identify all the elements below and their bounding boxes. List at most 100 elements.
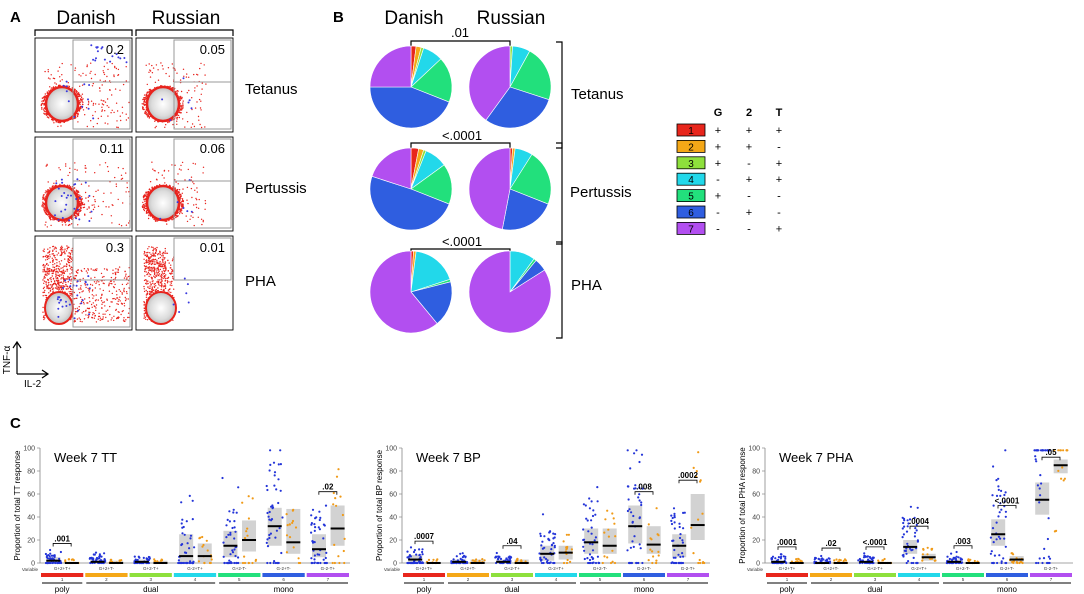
point-danish: [906, 525, 909, 528]
point-russian: [72, 559, 75, 562]
point-danish: [275, 529, 278, 532]
point-russian: [481, 558, 484, 561]
point-danish: [229, 533, 232, 536]
blue-event: [182, 77, 185, 80]
flow-plot-tetanus-danish: 0.2: [34, 37, 133, 133]
point-danish: [543, 546, 546, 549]
point-russian: [614, 535, 617, 538]
point-danish: [266, 561, 269, 565]
scatter-axes: [401, 448, 710, 564]
pie-slice-5: [410, 58, 453, 103]
category-number: 1: [786, 577, 789, 582]
point-russian: [835, 558, 838, 561]
point-danish: [273, 560, 276, 563]
point-danish: [635, 561, 638, 565]
point-danish: [409, 555, 412, 558]
point-danish: [229, 531, 232, 535]
point-danish: [901, 527, 904, 530]
point-danish: [222, 555, 225, 558]
point-danish: [1002, 557, 1005, 560]
blue-event: [55, 182, 58, 185]
blue-event: [88, 313, 91, 316]
point-danish: [546, 561, 549, 565]
point-danish: [277, 501, 280, 505]
point-danish: [953, 556, 956, 559]
point-danish: [872, 557, 875, 560]
point-danish: [594, 536, 598, 539]
blue-event: [60, 195, 63, 197]
point-danish: [627, 561, 631, 565]
point-danish: [277, 478, 280, 481]
pie-pertussis-russian: [468, 147, 552, 231]
panel-a-col-russian: Russian: [152, 8, 221, 29]
point-danish: [1038, 501, 1041, 504]
blue-event: [81, 105, 84, 108]
blue-event: [69, 285, 72, 288]
group-label-dual: dual: [143, 585, 158, 594]
point-danish: [269, 532, 272, 535]
gate-value: 0.11: [100, 141, 124, 156]
point-danish: [310, 531, 313, 534]
point-danish: [461, 552, 464, 555]
point-danish: [233, 526, 236, 529]
point-danish: [271, 506, 275, 509]
category-label: G+2-T-: [232, 566, 247, 571]
point-russian: [656, 533, 659, 536]
point-danish: [322, 537, 325, 540]
point-danish: [997, 515, 1000, 518]
point-russian: [339, 495, 342, 498]
panel-a-col-danish: Danish: [56, 8, 115, 29]
blue-event: [94, 59, 97, 62]
point-danish: [591, 557, 594, 561]
point-danish: [552, 542, 555, 545]
point-danish: [590, 532, 593, 535]
point-danish: [670, 519, 673, 523]
point-danish: [961, 561, 964, 564]
point-danish: [909, 547, 912, 550]
point-danish: [995, 494, 999, 497]
pie-pha-russian: [468, 250, 552, 334]
point-russian: [842, 559, 845, 563]
point-russian: [338, 561, 341, 565]
y-tick-label: 20: [752, 538, 760, 545]
point-russian: [1065, 449, 1068, 452]
pie-pertussis-danish: [369, 147, 453, 231]
point-danish: [313, 529, 316, 533]
point-russian: [612, 517, 615, 520]
category-bar-3: [491, 573, 533, 577]
legend-sign: -: [747, 158, 751, 170]
category-label: G-2+T-: [1000, 566, 1015, 571]
point-danish: [905, 530, 909, 533]
point-russian: [286, 524, 289, 527]
point-danish: [221, 476, 224, 480]
point-russian: [606, 556, 609, 559]
point-danish: [274, 536, 277, 539]
legend-sign: -: [777, 191, 781, 203]
blue-event: [68, 303, 71, 306]
point-danish: [225, 524, 228, 527]
point-danish: [323, 561, 326, 565]
blue-event: [87, 275, 90, 278]
gate-lower: [72, 180, 131, 229]
point-danish: [638, 486, 641, 489]
category-bar-2: [810, 573, 852, 577]
point-danish: [277, 463, 280, 466]
point-danish: [52, 561, 55, 564]
point-danish: [997, 535, 1001, 538]
cell-cloud: [145, 184, 181, 222]
point-danish: [189, 560, 192, 563]
point-danish: [1048, 449, 1051, 452]
category-label: G-2+T+: [187, 566, 203, 571]
flow-plot-tetanus-russian: 0.05: [135, 37, 234, 133]
point-danish: [679, 555, 682, 559]
category-bar-1: [403, 573, 445, 577]
scatter-title: Week 7 BP: [416, 450, 481, 465]
category-label: G-2+T-: [277, 566, 292, 571]
point-russian: [245, 530, 248, 533]
point-danish: [413, 549, 416, 552]
legend-swatch: [676, 221, 706, 235]
point-danish: [594, 513, 597, 516]
point-danish: [588, 558, 592, 562]
category-number: 2: [467, 577, 470, 582]
y-tick-label: 60: [389, 492, 397, 499]
